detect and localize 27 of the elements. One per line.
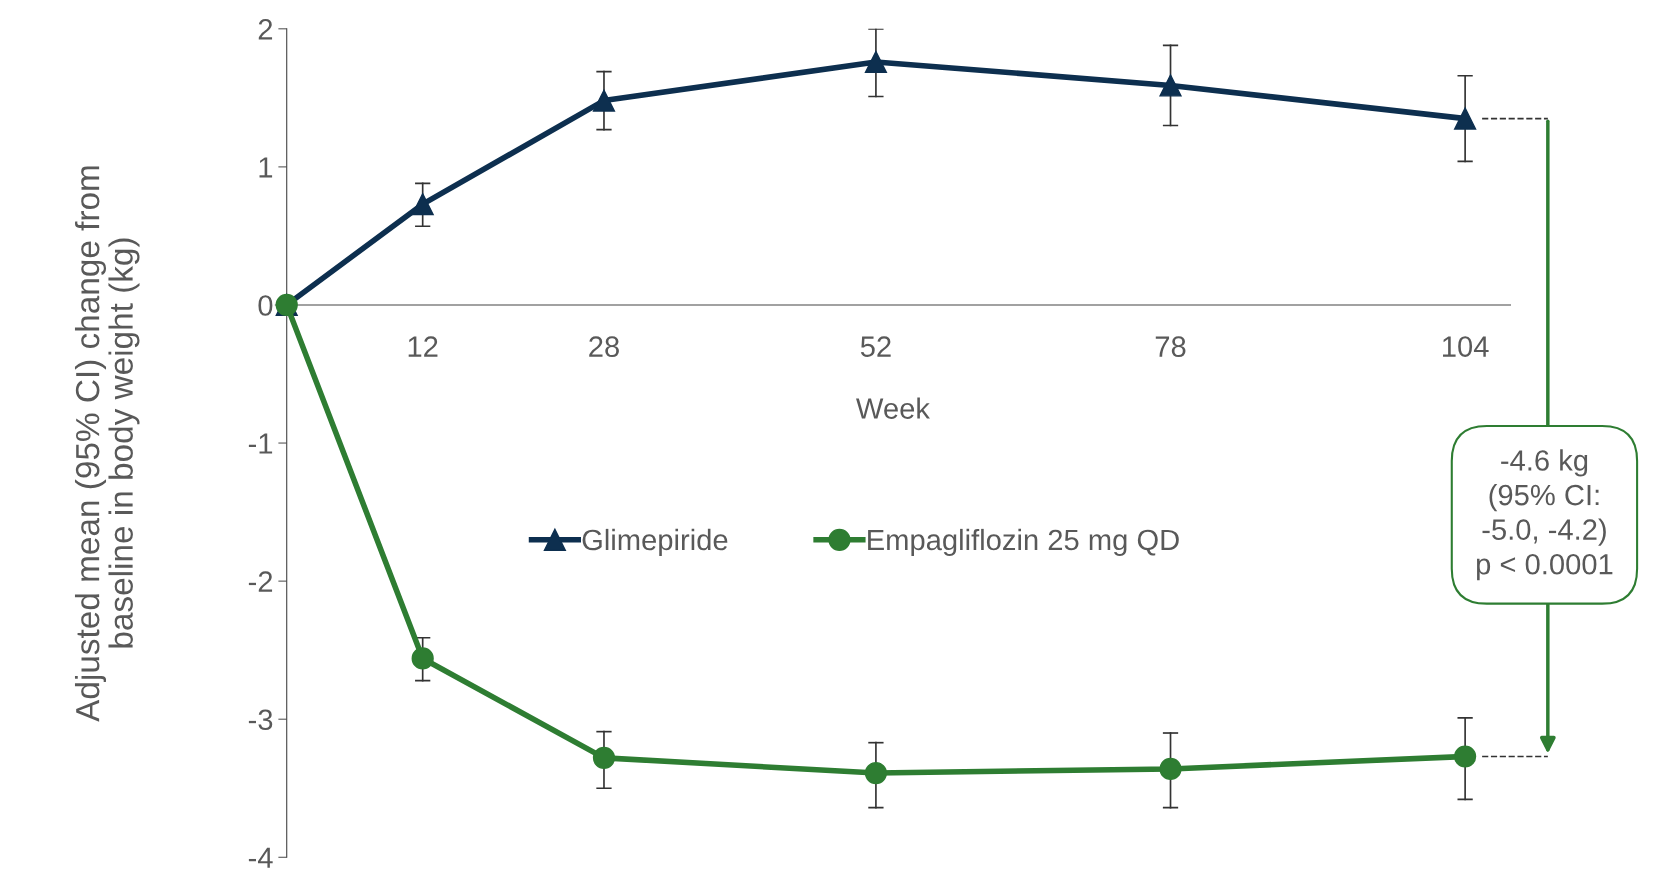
y-tick-label: -3 <box>248 709 273 731</box>
y-axis-title: Adjusted mean (95% CI) change from baseline in body weight (kg) <box>74 166 140 722</box>
x-axis-title: Week <box>856 397 930 419</box>
point <box>1454 107 1477 130</box>
x-tick-label: 104 <box>1443 336 1489 357</box>
point <box>864 50 888 74</box>
point <box>864 761 888 785</box>
point <box>592 89 616 112</box>
point <box>1159 757 1182 781</box>
point <box>411 193 434 216</box>
x-tick-label: 52 <box>860 336 891 357</box>
point <box>411 647 434 670</box>
x-tick-label: 78 <box>1155 336 1186 357</box>
point <box>1454 745 1477 768</box>
x-tick-label: 12 <box>408 336 438 357</box>
y-tick-label: 0 <box>258 295 273 316</box>
y-tick-label: -4 <box>248 847 273 868</box>
y-tick-label: 2 <box>258 19 273 40</box>
legend-label: Glimepiride <box>582 528 728 557</box>
y-tick-label: 1 <box>259 157 273 178</box>
point <box>1159 74 1182 97</box>
point <box>592 746 616 769</box>
y-tick-label: -2 <box>248 571 273 592</box>
legend-label: Empagliflozin 25 mg QD <box>868 528 1179 557</box>
y-tick-label: -1 <box>248 433 273 454</box>
annotation: -4.6 kg (95% CI: -5.0, -4.2) p < 0.0001 <box>1476 449 1613 581</box>
x-tick-label: 28 <box>589 336 619 357</box>
